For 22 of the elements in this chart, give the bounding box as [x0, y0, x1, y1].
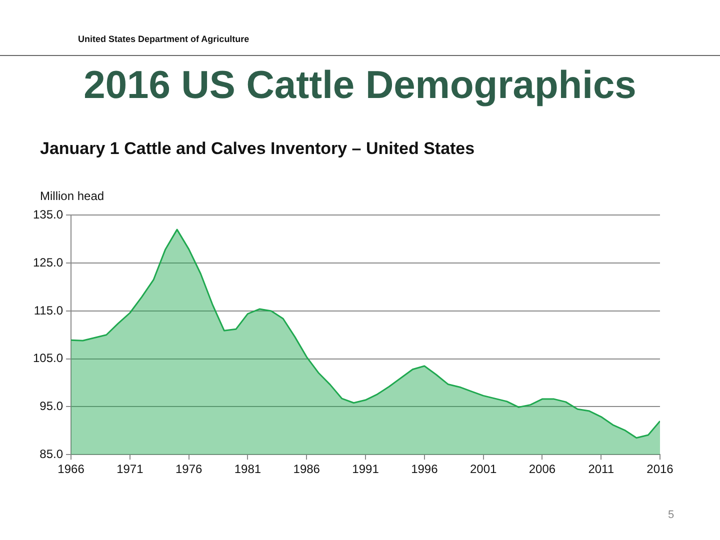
y-tick-label: 95.0 — [40, 399, 64, 414]
x-tick-label: 2001 — [470, 462, 497, 476]
x-tick-label: 1976 — [175, 462, 202, 476]
y-tick-label: 125.0 — [33, 255, 64, 270]
y-axis-title: Million head — [40, 189, 104, 203]
y-tick-label: 105.0 — [33, 351, 64, 366]
x-tick-label: 2016 — [646, 462, 674, 476]
x-tick-label: 2006 — [528, 462, 556, 476]
x-tick-label: 1971 — [116, 462, 144, 476]
x-tick-label: 1991 — [352, 462, 380, 476]
chart-subtitle: January 1 Cattle and Calves Inventory – United States — [40, 139, 475, 159]
x-tick-label: 1996 — [411, 462, 438, 476]
y-tick-label: 85.0 — [40, 446, 64, 461]
x-tick-label: 1986 — [293, 462, 320, 476]
y-tick-label: 115.0 — [34, 303, 64, 318]
x-tick-label: 2011 — [588, 462, 614, 476]
y-tick-label: 135.0 — [33, 208, 64, 222]
text: United States Department of Agriculture — [78, 34, 250, 44]
x-tick-label: 1966 — [58, 462, 85, 476]
text: 5 — [668, 509, 674, 521]
chart-title: 2016 US Cattle Demographics — [82, 64, 638, 108]
x-tick-label: 1981 — [234, 462, 262, 476]
